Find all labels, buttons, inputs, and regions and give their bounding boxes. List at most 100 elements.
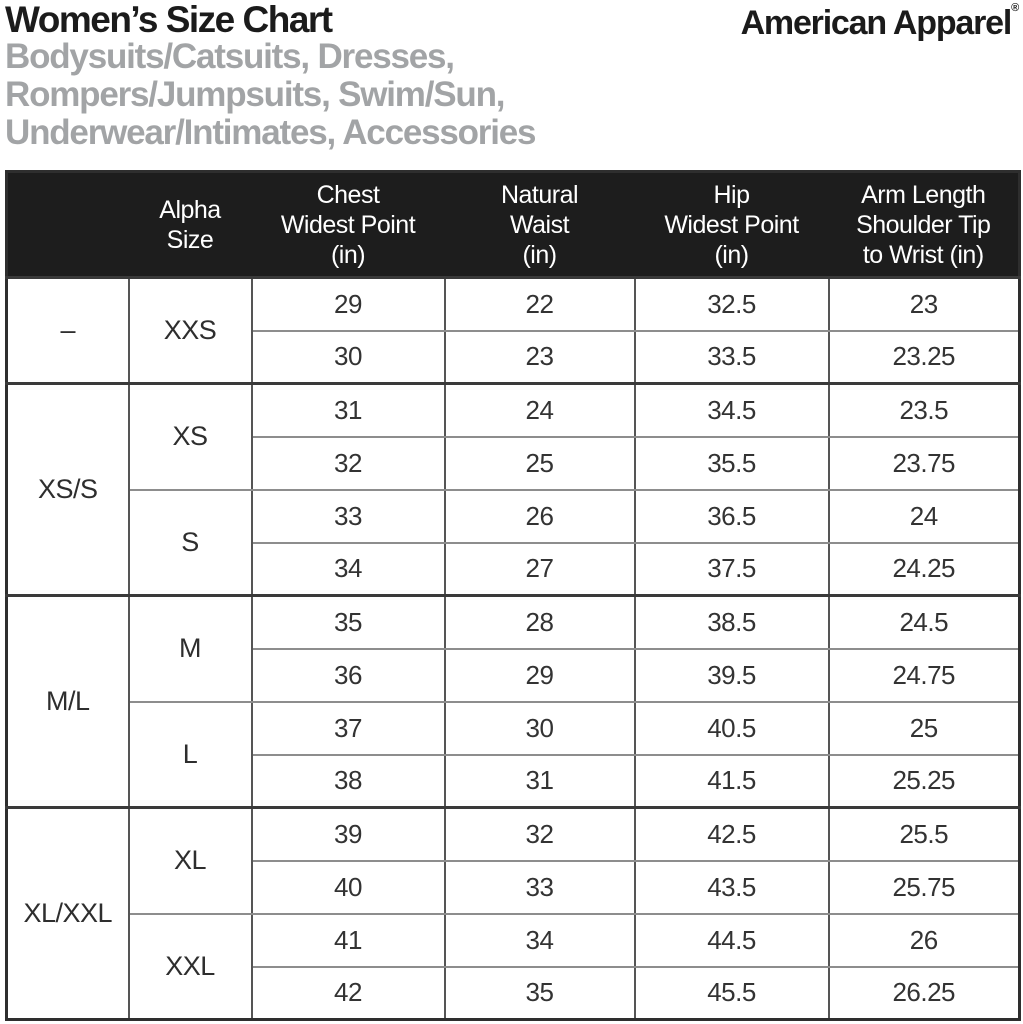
alpha-size-cell: M <box>127 594 253 703</box>
measurement-cell: 32 <box>250 435 446 491</box>
measurement-cell: 24 <box>443 382 636 438</box>
size-group-cell: M/L <box>5 594 130 809</box>
measurement-cell: 36 <box>250 647 446 703</box>
table-row: 32 25 35.5 23.75 <box>7 435 1021 491</box>
alpha-size-cell: XL <box>127 806 253 915</box>
measurement-cell: 44.5 <box>633 912 830 968</box>
table-row: 34 27 37.5 24.25 <box>7 541 1021 597</box>
table-header: Alpha Size Chest Widest Point (in) Natural… <box>6 171 1020 278</box>
measurement-cell: 43.5 <box>633 859 830 915</box>
table-row: M/L M 35 28 38.5 24.5 <box>5 594 1021 809</box>
measurement-cell: 24.75 <box>827 647 1021 703</box>
size-group-cell: XL/XXL <box>5 806 130 1021</box>
measurement-cell: 22 <box>443 276 636 332</box>
measurement-cell: 23.75 <box>827 435 1021 491</box>
measurement-cell: 25.25 <box>827 753 1021 809</box>
measurement-cell: 37.5 <box>633 541 830 597</box>
measurement-cell: 33 <box>250 488 446 544</box>
brand-logo: American Apparel® <box>740 2 1020 43</box>
table-row: 30 23 33.5 23.25 <box>7 329 1021 385</box>
subtitle: Bodysuits/Catsuits, Dresses, Rompers/Jum… <box>5 37 536 152</box>
measurement-cell: 33.5 <box>633 329 830 385</box>
measurement-cell: 33 <box>443 859 636 915</box>
alpha-size-cell: XXL <box>127 912 253 1021</box>
alpha-size-cell: XS <box>127 382 253 491</box>
measurement-cell: 35 <box>443 965 636 1021</box>
measurement-cell: 28 <box>443 594 636 650</box>
measurement-cell: 39 <box>250 806 446 862</box>
measurement-cell: 41 <box>250 912 446 968</box>
measurement-cell: 30 <box>250 329 446 385</box>
measurement-cell: 42.5 <box>633 806 830 862</box>
measurement-cell: 34 <box>443 912 636 968</box>
measurement-cell: 30 <box>443 700 636 756</box>
measurement-cell: 26.25 <box>827 965 1021 1021</box>
measurement-cell: 25.5 <box>827 806 1021 862</box>
measurement-cell: 40 <box>250 859 446 915</box>
table-row: 38 31 41.5 25.25 <box>7 753 1021 809</box>
measurement-cell: 39.5 <box>633 647 830 703</box>
table-row: L 37 30 40.5 25 <box>7 700 1021 809</box>
column-header: Alpha Size <box>128 171 252 278</box>
registered-trademark-mark: ® <box>1011 2 1019 14</box>
column-header: Natural Waist (in) <box>444 171 635 278</box>
measurement-cell: 41.5 <box>633 753 830 809</box>
measurement-cell: 35.5 <box>633 435 830 491</box>
measurement-cell: 32 <box>443 806 636 862</box>
column-header: Chest Widest Point (in) <box>251 171 445 278</box>
measurement-cell: 38.5 <box>633 594 830 650</box>
alpha-size-cell: S <box>127 488 253 597</box>
alpha-size-cell: XXS <box>127 276 253 385</box>
column-header-empty <box>6 171 129 278</box>
subtitle-line: Rompers/Jumpsuits, Swim/Sun, <box>5 75 505 114</box>
measurement-cell: 26 <box>827 912 1021 968</box>
measurement-cell: 34 <box>250 541 446 597</box>
table-row: XS/S XS 31 24 34.5 23.5 <box>5 382 1021 597</box>
measurement-cell: 23.25 <box>827 329 1021 385</box>
measurement-cell: 36.5 <box>633 488 830 544</box>
measurement-cell: 37 <box>250 700 446 756</box>
table-header-row: Alpha Size Chest Widest Point (in) Natural… <box>6 171 1020 278</box>
measurement-cell: 45.5 <box>633 965 830 1021</box>
measurement-cell: 31 <box>443 753 636 809</box>
column-header: Arm Length Shoulder Tip to Wrist (in) <box>828 171 1020 278</box>
measurement-cell: 32.5 <box>633 276 830 332</box>
title-block: Women’s Size Chart Bodysuits/Catsuits, D… <box>5 0 536 152</box>
measurement-cell: 23 <box>443 329 636 385</box>
measurement-cell: 40.5 <box>633 700 830 756</box>
measurement-cell: 34.5 <box>633 382 830 438</box>
size-chart-table: Alpha Size Chest Widest Point (in) Natural… <box>5 170 1021 1021</box>
measurement-cell: 29 <box>443 647 636 703</box>
alpha-size-cell: L <box>127 700 253 809</box>
measurement-cell: 25 <box>443 435 636 491</box>
size-group-cell: XS/S <box>5 382 130 597</box>
table-row: – XXS 29 22 32.5 23 <box>5 276 1021 385</box>
measurement-cell: 26 <box>443 488 636 544</box>
measurement-cell: 25 <box>827 700 1021 756</box>
measurement-cell: 31 <box>250 382 446 438</box>
measurement-cell: 38 <box>250 753 446 809</box>
measurement-cell: 29 <box>250 276 446 332</box>
measurement-cell: 24.25 <box>827 541 1021 597</box>
brand-name: American Apparel <box>740 4 1013 42</box>
table-row: XL/XXL XL 39 32 42.5 25.5 <box>5 806 1021 1021</box>
measurement-cell: 27 <box>443 541 636 597</box>
page-header: Women’s Size Chart Bodysuits/Catsuits, D… <box>5 0 1020 152</box>
measurement-cell: 24 <box>827 488 1021 544</box>
measurement-cell: 35 <box>250 594 446 650</box>
measurement-cell: 25.75 <box>827 859 1021 915</box>
column-header: Hip Widest Point (in) <box>634 171 829 278</box>
subtitle-line: Underwear/Intimates, Accessories <box>5 113 536 152</box>
page-title: Women’s Size Chart <box>5 0 333 40</box>
table-body: – XXS 29 22 32.5 23 30 23 33.5 23.25 XS/S XS 31 24 34.… <box>5 276 1021 1021</box>
measurement-cell: 42 <box>250 965 446 1021</box>
table-row: XXL 41 34 44.5 26 <box>7 912 1021 1021</box>
measurement-cell: 23.5 <box>827 382 1021 438</box>
table-row: S 33 26 36.5 24 <box>7 488 1021 597</box>
measurement-cell: 23 <box>827 276 1021 332</box>
table-row: 42 35 45.5 26.25 <box>7 965 1021 1021</box>
table-row: 40 33 43.5 25.75 <box>7 859 1021 915</box>
subtitle-line: Bodysuits/Catsuits, Dresses, <box>5 37 455 76</box>
size-group-cell: – <box>5 276 130 385</box>
